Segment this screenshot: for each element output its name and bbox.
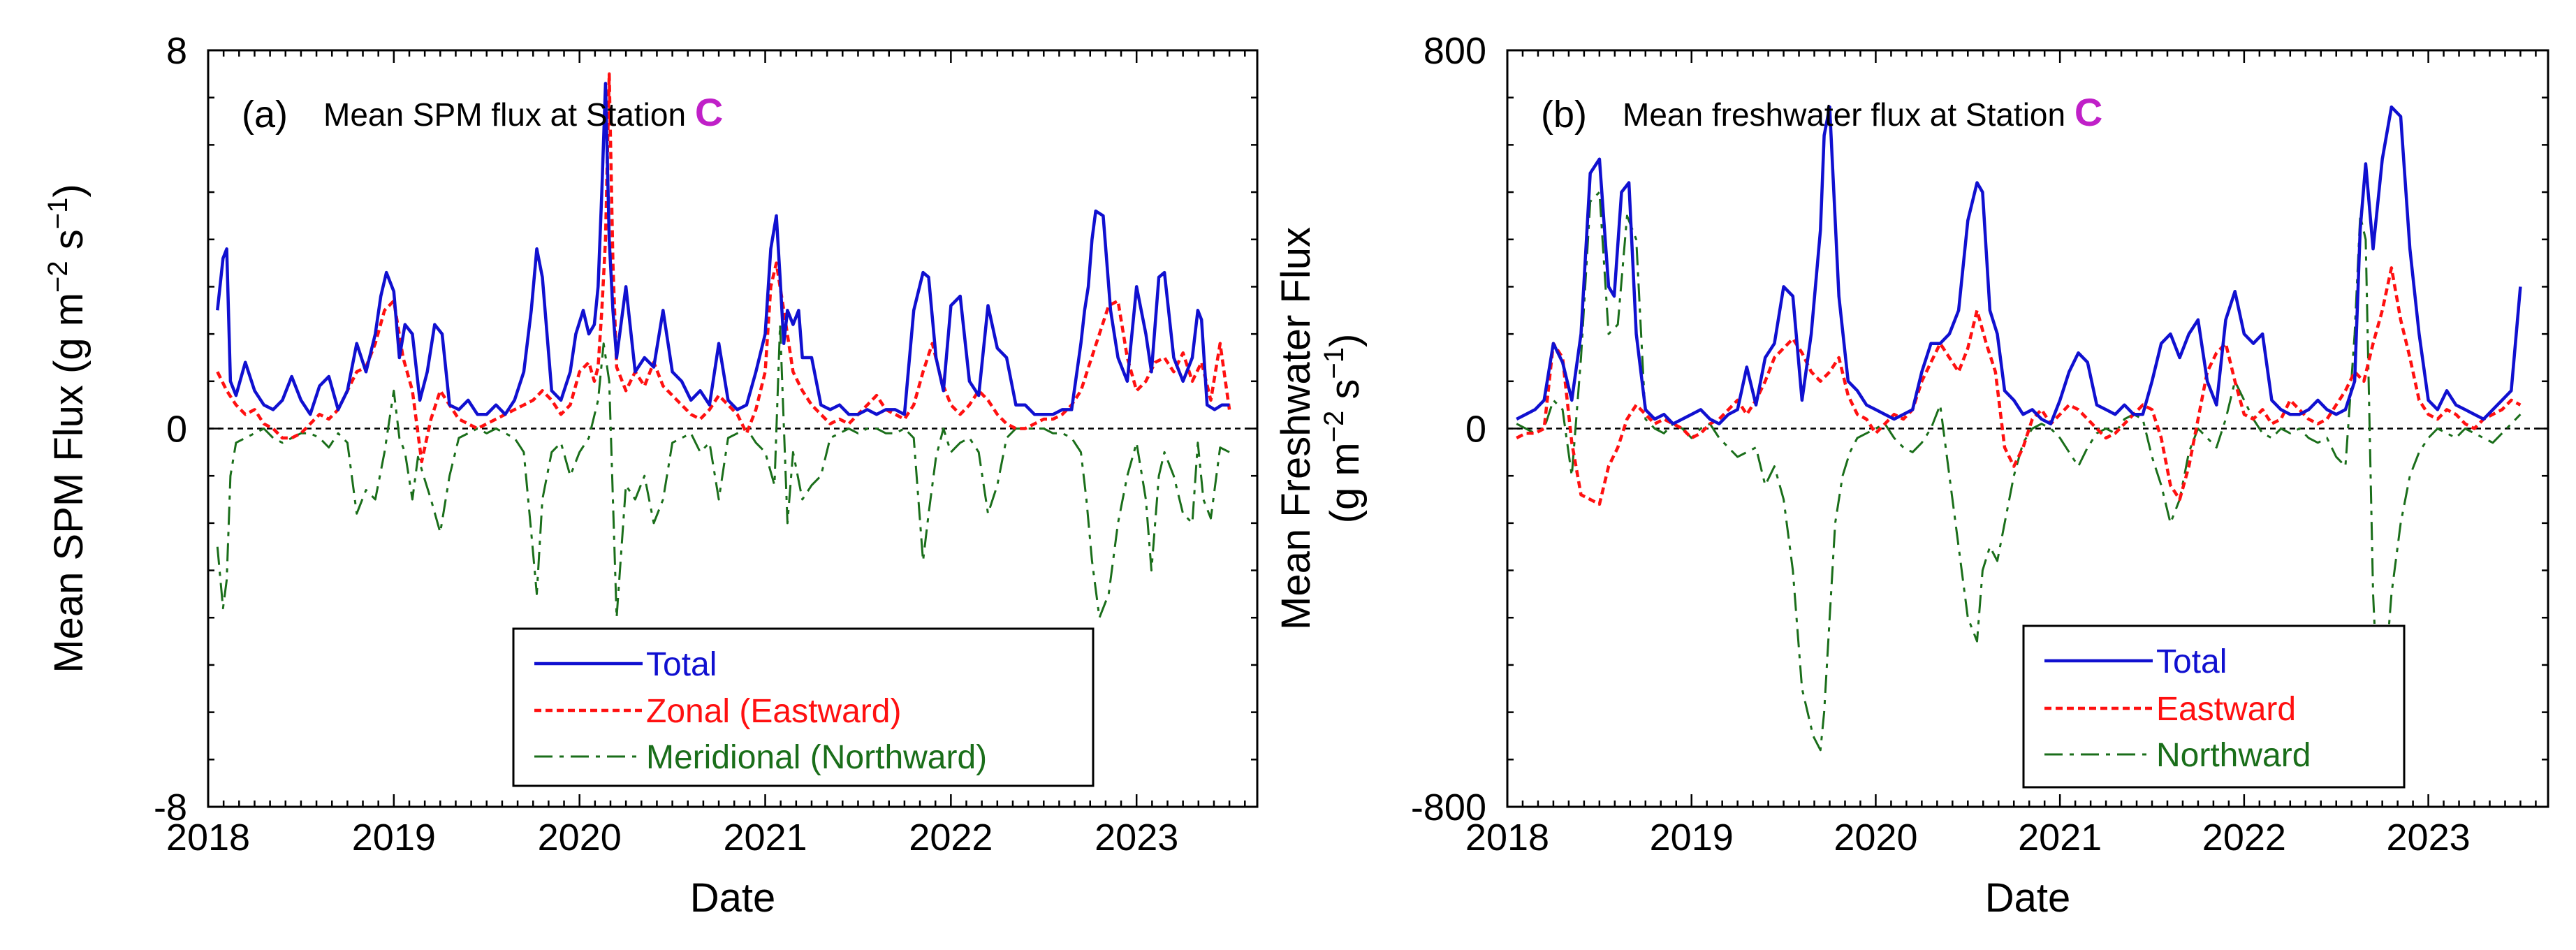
y-tick-label: 8 [166,30,187,72]
x-tick-label: 2023 [1095,817,1178,858]
x-axis-title: Date [690,875,776,921]
legend-label: Total [646,646,717,683]
y-axis-title-text: Mean SPM Flux (g m [46,293,92,673]
panel-title: Mean SPM flux at Station C [323,90,723,134]
legend-box [2022,624,2406,789]
panel-b-chart: 2018 2019 2020 2021 2022 2023 -800 0 800 Date Mean… [1273,30,2549,921]
y-tick-label: 0 [1465,409,1486,451]
panel-label: (a) [242,94,288,136]
y-tick-label: -800 [1411,787,1486,828]
x-tick-label: 2020 [1834,817,1917,858]
panel-a-chart: 2018 2019 2020 2021 2022 2023 -8 0 8 Date Mean SPM… [43,30,1259,921]
series-line-eastward [1516,266,2522,506]
x-tick-label: 2021 [723,817,807,858]
y-axis-title-text: (g m [1322,442,1368,523]
station-name: C [695,90,723,134]
y-axis-title-sup: −2 [43,261,73,293]
legend-label: Eastward [2156,691,2296,728]
series-line-total [216,82,1230,416]
legend-label: Total [2156,643,2227,680]
y-axis-title-text: s [46,229,92,261]
legend-label: Northward [2156,737,2311,774]
y-axis-title-text: ) [46,184,92,197]
x-tick-label: 2021 [2018,817,2102,858]
x-tick-label: 2019 [1650,817,1734,858]
series-line-total [1516,105,2522,425]
y-axis-title-text: Mean Freshwater Flux [1273,227,1319,630]
x-tick-label: 2020 [538,817,622,858]
y-axis-title: Mean SPM Flux (g m−2 s−1) [43,184,92,673]
y-axis-title-text: ) [1322,334,1368,347]
legend-label: Meridional (Northward) [646,739,987,776]
panel-label: (b) [1541,94,1587,136]
series-line-zonal-eastward [216,72,1231,464]
x-tick-label: 2022 [909,817,993,858]
y-axis-title: Mean Freshwater Flux [1273,227,1319,630]
x-tick-label: 2023 [2387,817,2471,858]
x-axis-title: Date [1985,875,2071,921]
x-tick-label: 2018 [166,817,250,858]
panel-title: Mean freshwater flux at Station C [1623,90,2102,134]
x-tick-label: 2019 [352,817,436,858]
series-group [216,72,1231,619]
y-axis-title-sup: −2 [1319,411,1349,443]
x-tick-label: 2022 [2202,817,2286,858]
legend-box [512,627,1095,787]
series-group [1516,105,2522,752]
y-tick-label: 0 [166,409,187,451]
y-tick-label: 800 [1424,30,1486,72]
y-axis-title-text: s [1322,379,1368,411]
legend-label: Zonal (Eastward) [646,693,901,730]
y-tick-label: -8 [154,787,187,828]
x-tick-label: 2018 [1465,817,1549,858]
y-axis-title-sup: −1 [43,198,73,230]
station-name: C [2074,90,2102,134]
series-line-meridional-northward [216,323,1230,619]
y-axis-title-sup: −1 [1319,347,1349,379]
y-axis-title-line2: (g m−2 s−1) [1319,334,1368,524]
